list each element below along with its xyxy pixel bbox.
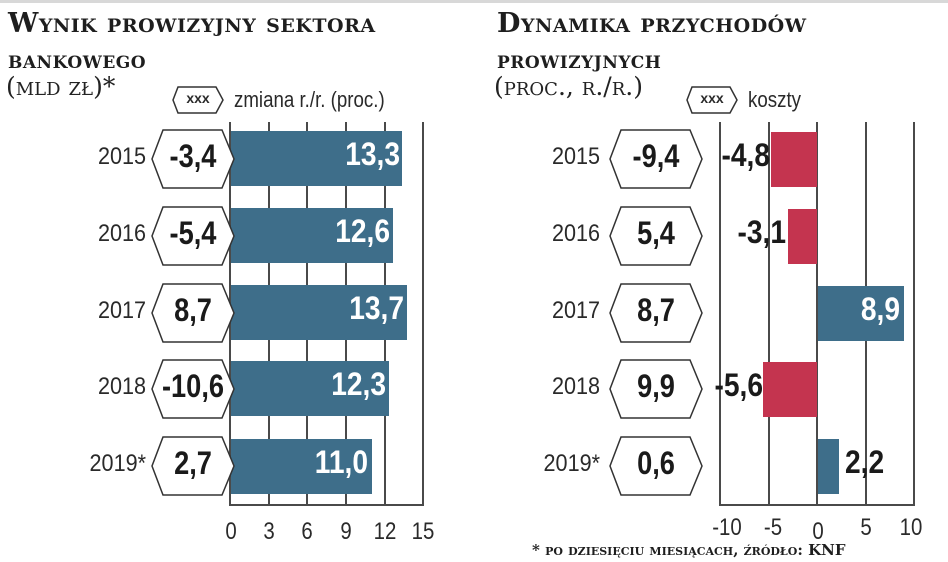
year-label: 2018 xyxy=(551,373,600,400)
tick-label: 3 xyxy=(263,518,275,545)
hexagon-value: 8,7 xyxy=(174,292,212,328)
bar-value: 8,9 xyxy=(860,291,900,327)
tick-label: 10 xyxy=(899,514,923,541)
hexagon-value: -3,4 xyxy=(169,138,217,174)
left-chart-subtitle: (mld zł)* xyxy=(6,72,116,101)
tick-label: -10 xyxy=(712,514,742,541)
hexagon-shape xyxy=(151,206,235,266)
bar-value: 13,3 xyxy=(345,136,400,172)
left-chart-title: Wynik prowizyjny sektora bankowego xyxy=(8,6,376,78)
year-label: 2016 xyxy=(97,220,146,247)
bar xyxy=(231,439,372,494)
bar-value: -4,8 xyxy=(721,137,770,173)
year-label: 2015 xyxy=(551,143,600,170)
right-legend-label: koszty xyxy=(748,87,802,112)
bar xyxy=(231,285,407,340)
left-title-line1: Wynik prowizyjny sektora xyxy=(8,8,376,39)
hexagon-value: -10,6 xyxy=(162,368,224,404)
bar-value: 13,7 xyxy=(349,290,404,326)
hexagon-shape xyxy=(609,283,703,343)
hexagon-marker-icon: xxx xyxy=(686,86,738,114)
hexagon-value: 8,7 xyxy=(637,292,675,328)
bar-value: -3,1 xyxy=(737,214,786,250)
tick-label: 6 xyxy=(301,518,313,545)
hexagon-shape xyxy=(609,129,703,189)
tick-label: 0 xyxy=(812,518,824,545)
hexagon-value: 5,4 xyxy=(637,215,675,251)
gridline-minus10 xyxy=(719,122,721,506)
tick-label: 12 xyxy=(373,518,397,545)
hexagon-value: -9,4 xyxy=(632,138,680,174)
tick-label: 15 xyxy=(411,518,435,545)
bar xyxy=(818,439,839,494)
hexagon-shape xyxy=(609,436,703,496)
hexagon-value: 9,9 xyxy=(637,368,675,404)
hexagon-shape xyxy=(151,129,235,189)
bar-value: 12,3 xyxy=(331,366,386,402)
gridline-0 xyxy=(816,122,818,506)
tick-label: -5 xyxy=(763,514,783,541)
hexagon-shape xyxy=(609,206,703,266)
legend-marker-text: xxx xyxy=(700,90,724,106)
hexagon-value: 0,6 xyxy=(637,445,675,481)
bar xyxy=(231,131,402,186)
tick-label: 0 xyxy=(225,518,237,545)
year-label: 2018 xyxy=(97,373,146,400)
bar xyxy=(818,286,904,341)
gridline-15 xyxy=(422,122,424,506)
right-chart-title: Dynamika przychodów prowizyjnych xyxy=(497,6,807,78)
hexagon-value: 2,7 xyxy=(174,445,212,481)
left-x-axis xyxy=(229,504,424,506)
hexagon-shape xyxy=(151,436,235,496)
year-label: 2015 xyxy=(97,143,146,170)
right-title-line1: Dynamika przychodów xyxy=(497,8,807,39)
bar xyxy=(231,208,393,263)
left-legend-label: zmiana r./r. (proc.) xyxy=(234,87,385,112)
legend-marker-text: xxx xyxy=(186,90,210,106)
right-x-axis xyxy=(719,504,915,506)
year-label: 2016 xyxy=(551,220,600,247)
year-label: 2017 xyxy=(97,297,146,324)
hexagon-value: -5,4 xyxy=(169,215,217,251)
bar-value: -5,6 xyxy=(714,367,763,403)
bar xyxy=(771,132,817,187)
gridline-minus5 xyxy=(768,122,770,506)
bar xyxy=(763,362,817,417)
bar xyxy=(231,361,389,416)
tick-label: 9 xyxy=(340,518,352,545)
year-label: 2019* xyxy=(543,450,600,477)
left-legend: xxx zmiana r./r. (proc.) xyxy=(172,86,411,114)
right-chart-subtitle: (proc., r./r.) xyxy=(494,72,643,101)
hexagon-shape xyxy=(151,283,235,343)
top-border xyxy=(0,0,948,3)
hexagon-shape xyxy=(609,359,703,419)
hexagon-marker-icon: xxx xyxy=(172,86,224,114)
gridline-10 xyxy=(913,122,915,506)
hexagon-shape xyxy=(151,359,235,419)
right-title-line2: prowizyjnych xyxy=(497,45,662,74)
footnote: * po dziesięciu miesiącach, źródło: KNF xyxy=(532,541,846,559)
bar xyxy=(788,209,817,264)
left-title-line2: bankowego xyxy=(8,45,147,74)
year-label: 2019* xyxy=(89,450,146,477)
bar-value: 11,0 xyxy=(314,444,368,480)
year-label: 2017 xyxy=(551,297,600,324)
tick-label: 5 xyxy=(860,514,872,541)
right-legend: xxx koszty xyxy=(686,86,810,114)
bar-value: 12,6 xyxy=(335,213,390,249)
bar-value: 2,2 xyxy=(845,444,885,480)
